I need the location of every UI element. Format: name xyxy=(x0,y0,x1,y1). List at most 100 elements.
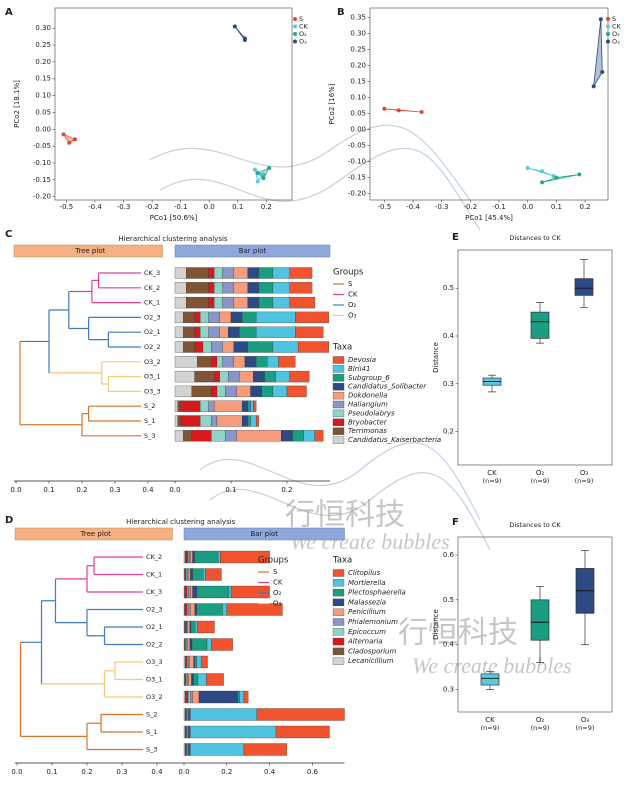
bar-segment xyxy=(192,550,195,564)
y-tick-label: 0.05 xyxy=(35,108,51,116)
bar-segment xyxy=(211,385,218,398)
bar-segment xyxy=(184,673,187,686)
x-tick-label: O₃ xyxy=(580,469,589,477)
bar-segment xyxy=(184,585,188,599)
legend-label: CK xyxy=(612,23,622,31)
legend-swatch xyxy=(332,647,345,656)
bar-segment xyxy=(191,385,212,398)
legend-label: Lecanicillium xyxy=(348,657,394,665)
point xyxy=(382,106,387,111)
legend-label: Cladosporium xyxy=(348,647,396,655)
y-tick-label: 0.2 xyxy=(443,428,454,436)
bar-segment xyxy=(222,341,234,353)
bar-segment xyxy=(192,585,197,599)
bar-segment xyxy=(184,568,187,581)
bar-segment xyxy=(192,568,204,581)
bar-segment xyxy=(233,356,246,368)
sample-label: O2_2 xyxy=(146,641,163,649)
plot-frame xyxy=(457,536,613,713)
bar-segment xyxy=(197,620,215,634)
bar-segment xyxy=(216,415,243,427)
legend-swatch xyxy=(332,418,345,426)
y-tick-label: -0.20 xyxy=(348,190,366,198)
hull xyxy=(541,174,580,183)
legend-title: Groups xyxy=(258,556,289,566)
bar-segment xyxy=(185,568,188,581)
bar-segment xyxy=(253,400,257,412)
y-tick-label: 0.6 xyxy=(443,551,455,559)
bar-segment xyxy=(228,326,240,338)
sample-label: O3_1 xyxy=(144,373,161,381)
legend-label: O₃ xyxy=(299,38,307,46)
x-tick-label: -0.5 xyxy=(378,203,392,211)
y-tick-label: -0.15 xyxy=(33,176,51,184)
point xyxy=(255,179,260,184)
bar-segment xyxy=(190,708,257,721)
legend-label: Candidatus_Solibacter xyxy=(348,383,427,391)
bar-segment xyxy=(200,311,209,324)
point xyxy=(252,167,257,172)
bar-segment xyxy=(186,620,188,634)
bar-segment xyxy=(184,690,187,704)
x-tick-label: O₃ xyxy=(581,716,590,724)
bar-segment xyxy=(200,415,212,427)
x-tick-label: 0.3 xyxy=(116,768,127,776)
bar-segment xyxy=(194,550,219,564)
bar-segment xyxy=(187,603,189,616)
bar-segment xyxy=(196,603,223,616)
chart-title: Distances to CK xyxy=(509,521,561,529)
bar-segment xyxy=(220,550,270,564)
legend-swatch xyxy=(332,588,345,597)
bar-segment xyxy=(193,673,199,686)
x-axis-label: PCo1 [50.6%] xyxy=(150,214,198,222)
bar-segment xyxy=(255,356,268,368)
legend-marker xyxy=(606,32,610,36)
bar-segment xyxy=(289,296,316,309)
legend-swatch xyxy=(332,657,345,665)
panel-label: A xyxy=(5,7,13,18)
point xyxy=(598,17,603,22)
bar-segment xyxy=(183,725,186,739)
bar-segment xyxy=(281,430,293,442)
bar-segment xyxy=(272,341,299,353)
bar-segment xyxy=(177,400,181,412)
plot-frame xyxy=(54,7,293,201)
bar-segment xyxy=(218,550,221,564)
bar-segment xyxy=(226,603,283,616)
y-tick-label: 0.15 xyxy=(35,75,51,83)
bar-segment xyxy=(183,430,192,442)
sample-label: CK_1 xyxy=(146,571,162,579)
legend-label: S xyxy=(299,15,303,23)
bar-segment xyxy=(174,282,187,294)
x-axis-label: PCo1 [45.4%] xyxy=(465,214,513,222)
sample-label: O3_2 xyxy=(144,358,161,366)
bar-segment xyxy=(272,282,290,294)
bar-segment xyxy=(174,296,187,309)
sample-label: O2_3 xyxy=(144,313,161,321)
hull xyxy=(62,133,76,144)
plot-frame xyxy=(369,7,609,201)
y-tick-label: 0.25 xyxy=(350,46,366,54)
bar-segment xyxy=(261,385,274,398)
bar-segment xyxy=(186,296,209,309)
bar-segment xyxy=(183,655,186,669)
y-tick-label: -0.15 xyxy=(348,174,366,182)
bar-segment xyxy=(197,673,207,686)
bar-segment xyxy=(196,655,202,669)
bar-segment xyxy=(183,341,195,353)
bar-segment xyxy=(187,708,189,721)
bar-segment xyxy=(208,400,215,412)
legend-swatch xyxy=(332,365,345,373)
bar-segment xyxy=(183,311,195,324)
bar-segment xyxy=(174,356,198,368)
bar-segment xyxy=(233,296,248,309)
bar-segment xyxy=(189,638,193,651)
bar-segment xyxy=(187,638,191,651)
x-tick-label: 0.3 xyxy=(109,486,120,494)
bar-segment xyxy=(184,550,187,564)
y-tick-label: -0.20 xyxy=(33,193,51,201)
y-axis-label: PCo2 [16%] xyxy=(328,83,336,124)
x-tick-label: CK xyxy=(487,469,497,477)
bar-segment xyxy=(225,385,237,398)
bar-segment xyxy=(247,267,260,279)
